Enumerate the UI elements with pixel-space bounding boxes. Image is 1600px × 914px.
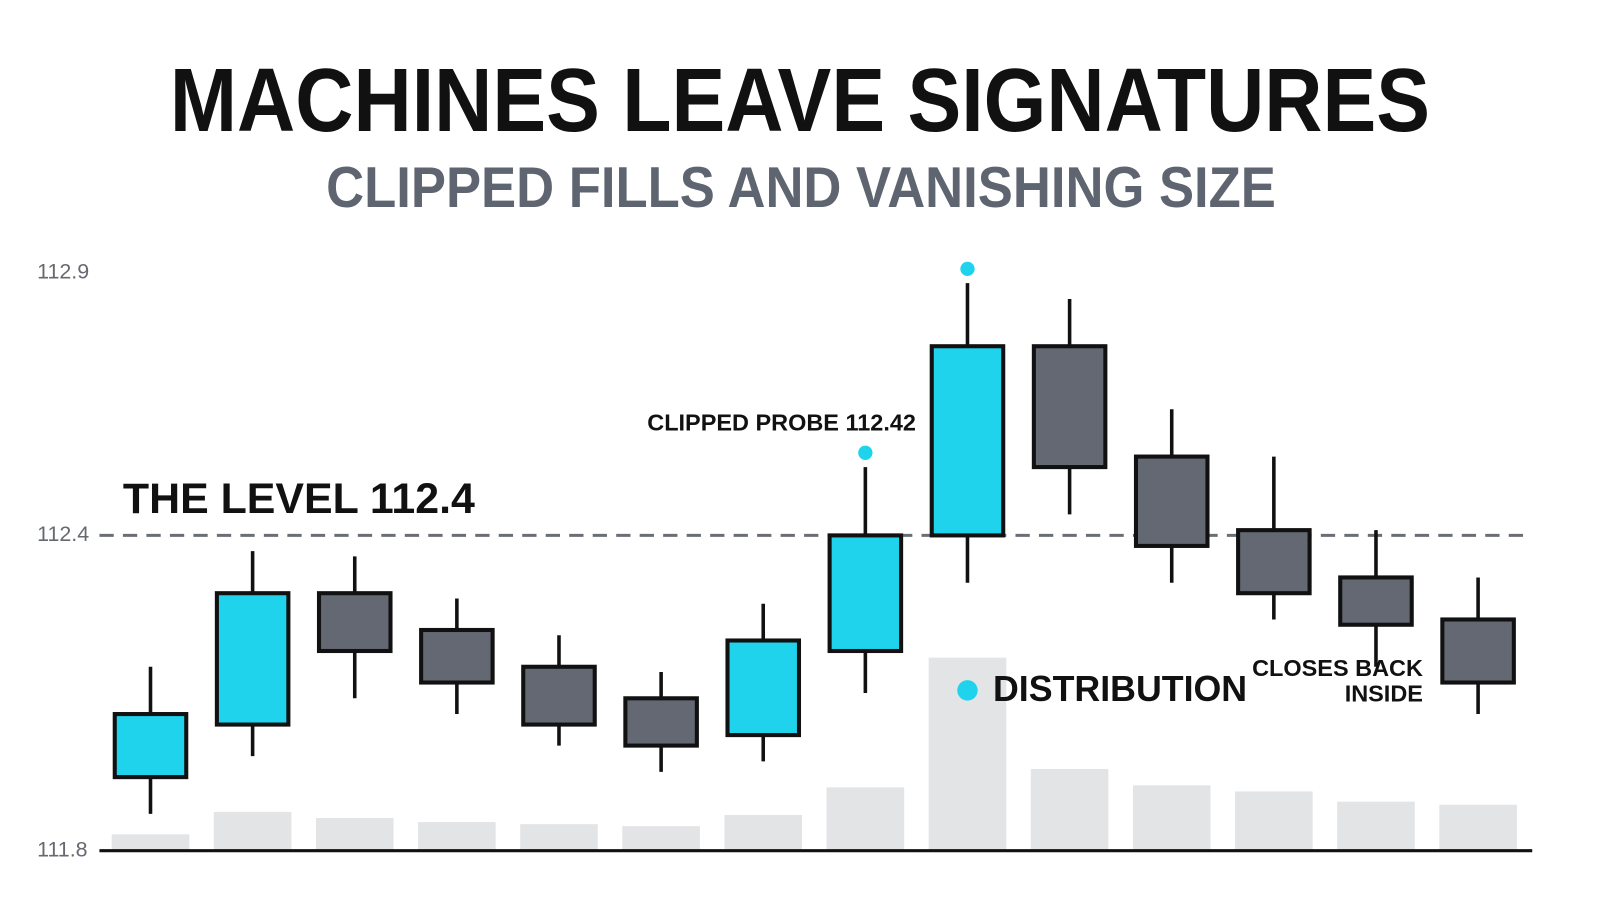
candle-body	[1338, 575, 1414, 627]
volume-bar	[520, 824, 598, 851]
candle-body	[1236, 528, 1312, 596]
candle-body	[1440, 617, 1516, 685]
candle-body	[827, 533, 904, 654]
volume-bar	[826, 787, 905, 851]
volume-bar	[418, 822, 496, 851]
y-tick-label: 112.9	[37, 259, 89, 283]
volume-bar	[1030, 768, 1109, 851]
probe-dot	[858, 445, 873, 460]
chart-title: MACHINES LEAVE SIGNATURES	[170, 51, 1430, 151]
candle-body	[419, 627, 495, 685]
volume-bar	[315, 818, 394, 851]
volume-bar	[724, 814, 803, 851]
chart-subtitle: CLIPPED FILLS AND VANISHING SIZE	[326, 156, 1276, 220]
closes-annotation: INSIDE	[1345, 681, 1423, 707]
probe-annotation: CLIPPED PROBE 112.42	[647, 409, 916, 435]
candle-body	[623, 696, 699, 748]
candle-body	[316, 591, 393, 654]
candle-body	[521, 664, 597, 727]
closes-annotation: CLOSES BACK	[1252, 655, 1423, 681]
volume-bar	[213, 811, 292, 851]
y-tick-label: 111.8	[37, 837, 87, 861]
volume-bar	[1235, 791, 1313, 851]
volume-bar	[1132, 785, 1211, 851]
y-tick-label: 112.4	[37, 522, 89, 546]
peak-dot	[960, 261, 975, 277]
volume-bar	[622, 826, 700, 851]
level-label: THE LEVEL 112.4	[123, 475, 475, 523]
candle-body	[1031, 344, 1108, 470]
volume-bar	[1337, 801, 1415, 851]
candle-body	[214, 591, 291, 727]
candle-body	[725, 638, 802, 738]
candle-body	[929, 344, 1006, 538]
volume-bar	[1439, 804, 1517, 851]
distribution-dot	[957, 680, 978, 701]
candle-body	[1133, 454, 1210, 548]
volume-bar	[111, 834, 190, 851]
candle-body	[112, 712, 189, 780]
distribution-annotation: DISTRIBUTION	[993, 669, 1247, 709]
